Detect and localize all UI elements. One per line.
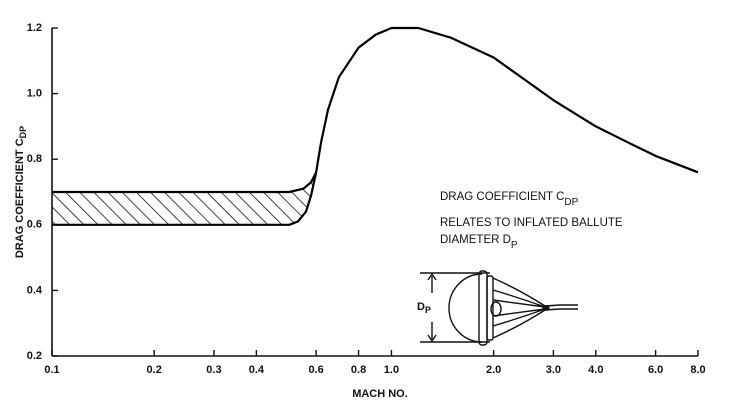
x-tick-label: 4.0 — [588, 364, 603, 376]
annotation-text: DRAG COEFFICIENT C — [440, 191, 564, 203]
annotation-sub: P — [511, 240, 518, 251]
x-tick-label: 0.8 — [351, 364, 366, 376]
x-tick-label: 2.0 — [486, 364, 501, 376]
x-tick-label: 0.4 — [249, 364, 265, 376]
annotation: DIAMETER DP — [440, 234, 518, 251]
x-tick-label: 3.0 — [546, 364, 561, 376]
x-tick-label: 6.0 — [648, 364, 663, 376]
x-axis-label: MACH NO. — [352, 388, 408, 400]
annotation-sub: DP — [564, 197, 578, 208]
y-tick-label: 0.4 — [27, 284, 43, 296]
data-line — [52, 172, 318, 226]
diagram-label-text: D — [417, 301, 425, 313]
y-tick-label: 1.2 — [27, 22, 42, 34]
diagram-label: DP — [417, 301, 431, 315]
y-tick-label: 0.6 — [27, 219, 42, 231]
x-tick-label: 0.2 — [147, 364, 162, 376]
y-tick-label: 1.0 — [27, 88, 42, 100]
y-tick-label: 0.8 — [27, 153, 42, 165]
x-tick-label: 0.3 — [206, 364, 221, 376]
y-tick-label: 0.2 — [27, 350, 42, 362]
annotation: RELATES TO INFLATED BALLUTE — [440, 217, 623, 229]
ballute-diagram — [420, 270, 578, 346]
x-tick-label: 8.0 — [690, 364, 705, 376]
y-axis-label-sub: DP — [18, 126, 28, 139]
y-axis-label: DRAG COEFFICIENT CDP — [14, 126, 28, 258]
y-axis-label-text: DRAG COEFFICIENT C — [14, 138, 26, 258]
data-line — [52, 26, 699, 194]
annotation-text: DIAMETER D — [440, 234, 511, 246]
hatched-band — [52, 172, 317, 225]
x-tick-label: 1.0 — [384, 364, 399, 376]
diagram-label-sub: P — [425, 305, 431, 315]
annotation: DRAG COEFFICIENT CDP — [440, 191, 579, 208]
x-tick-label: 0.1 — [44, 364, 59, 376]
x-tick-label: 0.6 — [308, 364, 323, 376]
